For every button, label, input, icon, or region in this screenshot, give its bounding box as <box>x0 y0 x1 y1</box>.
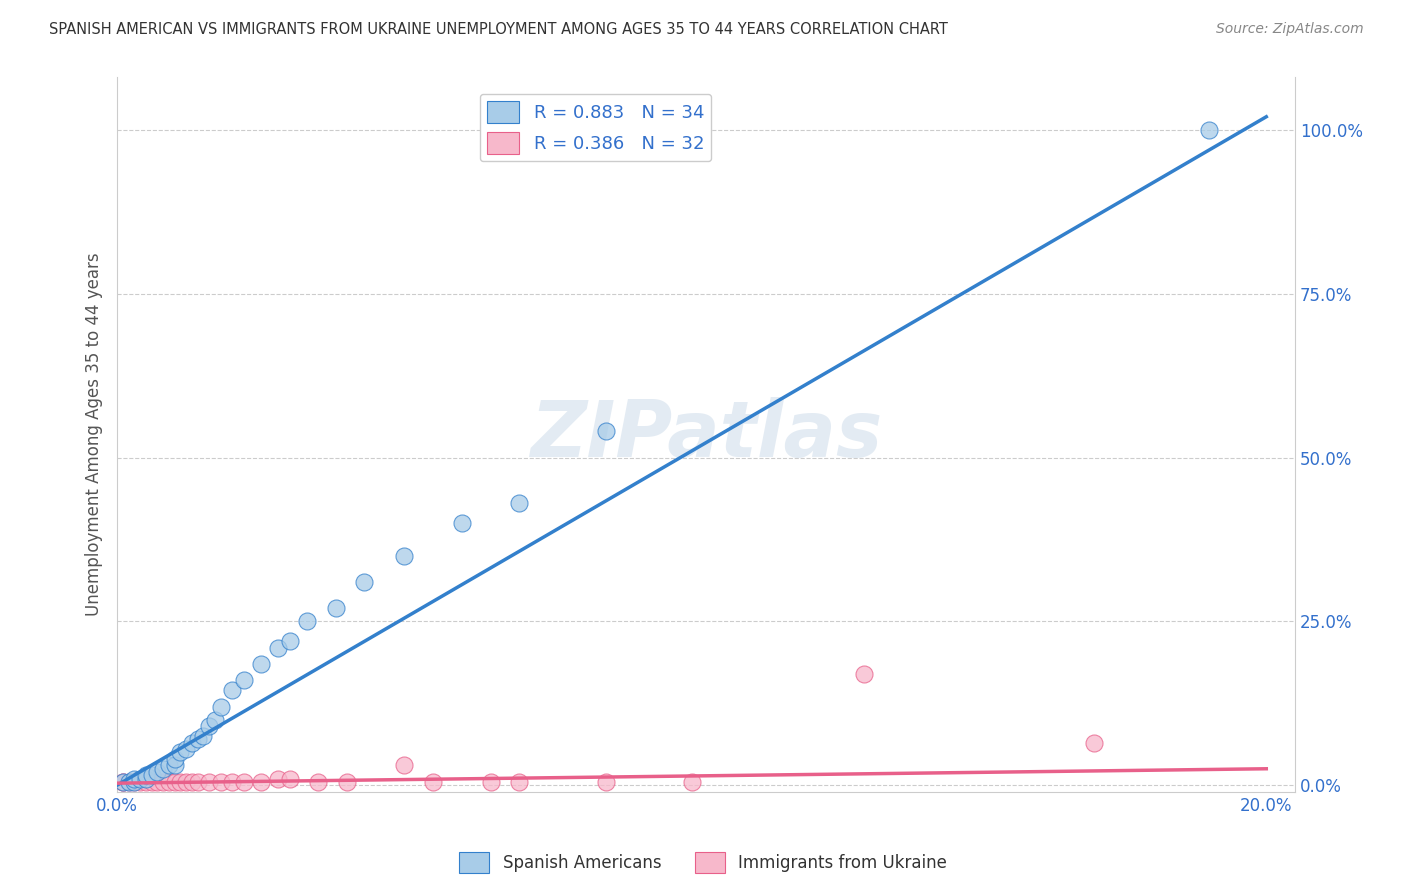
Point <box>129 772 152 786</box>
Point <box>152 775 174 789</box>
Point <box>187 732 209 747</box>
Point <box>124 775 146 789</box>
Point <box>508 775 530 789</box>
Point <box>307 775 329 789</box>
Point <box>111 775 134 789</box>
Point <box>595 425 617 439</box>
Point <box>1198 123 1220 137</box>
Point <box>135 768 157 782</box>
Point <box>681 775 703 789</box>
Point <box>221 683 243 698</box>
Point <box>193 729 215 743</box>
Point <box>353 574 375 589</box>
Point <box>451 516 474 530</box>
Point <box>209 775 232 789</box>
Point <box>278 772 301 786</box>
Point <box>118 775 141 789</box>
Point <box>267 772 290 786</box>
Point <box>221 775 243 789</box>
Point <box>135 772 157 786</box>
Point <box>118 775 141 789</box>
Point <box>1083 735 1105 749</box>
Point <box>163 775 186 789</box>
Point <box>394 758 416 772</box>
Point <box>129 775 152 789</box>
Point <box>325 601 347 615</box>
Legend: R = 0.883   N = 34, R = 0.386   N = 32: R = 0.883 N = 34, R = 0.386 N = 32 <box>479 94 711 161</box>
Point <box>180 735 202 749</box>
Point <box>163 758 186 772</box>
Point <box>157 758 180 772</box>
Point <box>204 713 226 727</box>
Point <box>169 745 191 759</box>
Point <box>111 775 134 789</box>
Point <box>174 742 197 756</box>
Point <box>146 775 169 789</box>
Point <box>595 775 617 789</box>
Point <box>394 549 416 563</box>
Point <box>135 775 157 789</box>
Text: SPANISH AMERICAN VS IMMIGRANTS FROM UKRAINE UNEMPLOYMENT AMONG AGES 35 TO 44 YEA: SPANISH AMERICAN VS IMMIGRANTS FROM UKRA… <box>49 22 948 37</box>
Point <box>124 775 146 789</box>
Point <box>111 775 134 789</box>
Point <box>479 775 502 789</box>
Point <box>146 765 169 780</box>
Point <box>232 775 254 789</box>
Point <box>124 772 146 786</box>
Point <box>141 768 163 782</box>
Point <box>250 657 273 671</box>
Point <box>336 775 359 789</box>
Point <box>180 775 202 789</box>
Point <box>198 775 221 789</box>
Point <box>163 752 186 766</box>
Point <box>209 699 232 714</box>
Point <box>250 775 273 789</box>
Text: ZIPatlas: ZIPatlas <box>530 397 882 473</box>
Legend: Spanish Americans, Immigrants from Ukraine: Spanish Americans, Immigrants from Ukrai… <box>453 846 953 880</box>
Point <box>174 775 197 789</box>
Point <box>152 762 174 776</box>
Point <box>853 666 876 681</box>
Point <box>508 496 530 510</box>
Point <box>232 673 254 688</box>
Point <box>157 775 180 789</box>
Point <box>187 775 209 789</box>
Point <box>295 615 318 629</box>
Y-axis label: Unemployment Among Ages 35 to 44 years: Unemployment Among Ages 35 to 44 years <box>86 252 103 616</box>
Text: Source: ZipAtlas.com: Source: ZipAtlas.com <box>1216 22 1364 37</box>
Point <box>169 775 191 789</box>
Point <box>141 775 163 789</box>
Point <box>422 775 444 789</box>
Point <box>198 719 221 733</box>
Point <box>267 640 290 655</box>
Point <box>278 634 301 648</box>
